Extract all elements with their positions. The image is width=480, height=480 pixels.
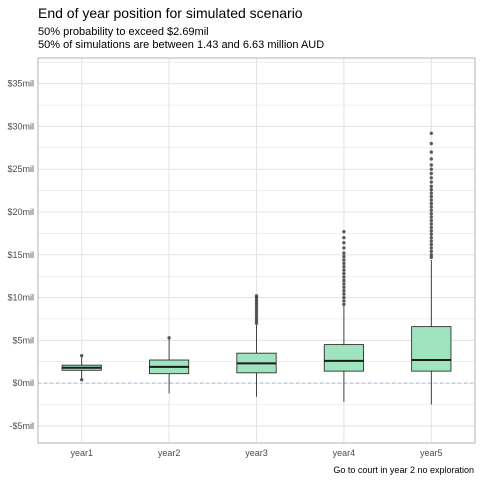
outlier-point bbox=[167, 336, 171, 340]
outlier-point bbox=[342, 292, 346, 296]
outlier-point bbox=[429, 184, 433, 189]
outlier-point bbox=[429, 208, 433, 212]
outlier-point bbox=[429, 176, 433, 180]
outlier-point bbox=[254, 306, 259, 310]
outlier-point bbox=[429, 201, 433, 206]
x-tick-label: year3 bbox=[245, 448, 268, 458]
box-iqr bbox=[411, 326, 452, 372]
outlier-point bbox=[342, 299, 346, 303]
y-tick-label: -$5mil bbox=[9, 421, 34, 431]
outlier-point bbox=[429, 222, 433, 226]
outlier-point bbox=[254, 311, 259, 315]
chart-caption: Go to court in year 2 no exploration bbox=[333, 465, 474, 475]
outlier-point bbox=[429, 205, 433, 209]
outlier-point bbox=[80, 377, 84, 382]
outlier-point bbox=[429, 194, 433, 199]
outlier-point bbox=[429, 141, 433, 146]
chart-subtitle-line-2: 50% of simulations are between 1.43 and … bbox=[38, 39, 324, 51]
outlier-point bbox=[254, 316, 259, 320]
outlier-point bbox=[342, 285, 346, 289]
outlier-point bbox=[342, 251, 346, 255]
outlier-point bbox=[429, 191, 433, 195]
outlier-point bbox=[342, 258, 346, 262]
outlier-point bbox=[342, 268, 346, 272]
outlier-point bbox=[342, 302, 346, 307]
outlier-point bbox=[429, 246, 433, 250]
outlier-point bbox=[342, 282, 346, 286]
outlier-point bbox=[429, 131, 433, 135]
outlier-point bbox=[429, 171, 433, 176]
outlier-point bbox=[342, 235, 346, 240]
outlier-point bbox=[254, 298, 259, 302]
panel-border bbox=[37, 57, 476, 444]
outlier-point bbox=[254, 321, 259, 325]
outlier-point bbox=[429, 253, 433, 257]
y-tick-label: $20mil bbox=[7, 207, 34, 217]
outlier-point bbox=[429, 167, 433, 171]
outlier-point bbox=[342, 241, 346, 245]
outlier-point bbox=[429, 150, 433, 154]
x-tick-label: year2 bbox=[158, 448, 181, 458]
outlier-point bbox=[342, 278, 346, 283]
outlier-point bbox=[429, 239, 433, 243]
y-tick-label: $0mil bbox=[12, 378, 34, 388]
outlier-point bbox=[429, 235, 433, 240]
outlier-point bbox=[429, 218, 433, 223]
outlier-point bbox=[429, 163, 433, 167]
outlier-point bbox=[342, 265, 346, 269]
outlier-point bbox=[342, 229, 346, 234]
y-tick-label: $35mil bbox=[7, 79, 34, 89]
chart-title: End of year position for simulated scena… bbox=[38, 5, 303, 21]
outlier-point bbox=[429, 255, 433, 260]
outlier-point bbox=[254, 308, 259, 313]
x-tick-label: year5 bbox=[420, 448, 443, 458]
y-tick-label: $30mil bbox=[7, 121, 34, 131]
outlier-point bbox=[429, 198, 433, 202]
plot-panel: -$5mil $0mil $5mil $10mil $15mil $20mil $25mil… bbox=[7, 57, 476, 458]
outlier-point bbox=[342, 246, 346, 250]
outlier-point bbox=[342, 275, 346, 279]
outlier-point bbox=[342, 261, 346, 266]
outlier-point bbox=[429, 242, 433, 247]
outlier-point bbox=[254, 303, 259, 307]
outlier-point bbox=[429, 249, 433, 254]
x-tick-label: year4 bbox=[333, 448, 356, 458]
outlier-point bbox=[80, 354, 84, 358]
outlier-point bbox=[254, 313, 259, 318]
outlier-point bbox=[429, 157, 433, 161]
x-tick-label: year1 bbox=[70, 448, 93, 458]
outlier-point bbox=[429, 225, 433, 230]
y-tick-label: $15mil bbox=[7, 250, 34, 260]
y-tick-label: $10mil bbox=[7, 293, 34, 303]
outlier-point bbox=[342, 271, 346, 276]
outlier-point bbox=[342, 295, 346, 300]
outlier-point bbox=[429, 232, 433, 236]
outlier-point bbox=[254, 318, 259, 323]
outlier-point bbox=[429, 188, 433, 192]
box-iqr bbox=[323, 344, 364, 372]
chart-subtitle-line-1: 50% probability to exceed $2.69mil bbox=[38, 26, 209, 38]
outlier-point bbox=[429, 229, 433, 233]
outlier-point bbox=[254, 300, 259, 305]
outlier-point bbox=[342, 254, 346, 259]
outlier-point bbox=[342, 289, 346, 293]
outlier-point bbox=[429, 180, 433, 184]
y-tick-label: $25mil bbox=[7, 164, 34, 174]
y-tick-label: $5mil bbox=[12, 335, 34, 345]
outlier-point bbox=[429, 215, 433, 219]
outlier-point bbox=[254, 294, 259, 298]
outlier-point bbox=[429, 212, 433, 216]
